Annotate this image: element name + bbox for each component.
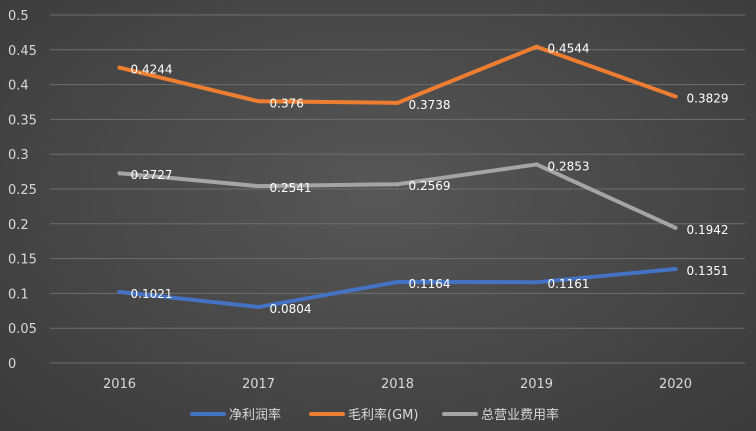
data-labels: 0.1021 0.0804 0.1164 0.1161 0.1351 0.4244 0.37… bbox=[131, 42, 729, 316]
data-label: 0.1021 bbox=[131, 287, 173, 301]
y-tick-label: 0.05 bbox=[8, 322, 37, 337]
data-point bbox=[117, 65, 122, 70]
data-point bbox=[395, 100, 400, 105]
data-label: 0.2853 bbox=[548, 159, 590, 173]
y-tick-label: 0.15 bbox=[8, 253, 37, 268]
y-axis: 0 0.05 0.1 0.15 0.2 0.25 0.3 0.35 0.4 0.45 0.5 bbox=[8, 9, 37, 372]
data-label: 0.4244 bbox=[131, 63, 173, 77]
data-point bbox=[256, 99, 261, 104]
data-label: 0.3738 bbox=[409, 98, 451, 112]
data-point bbox=[395, 182, 400, 187]
legend-label: 总营业费用率 bbox=[481, 407, 559, 423]
data-label: 0.0804 bbox=[270, 302, 312, 316]
x-tick-label: 2019 bbox=[520, 377, 553, 392]
legend: 净利润率 毛利率(GM) 总营业费用率 bbox=[190, 407, 559, 423]
data-point bbox=[673, 94, 678, 99]
y-tick-label: 0.4 bbox=[8, 79, 29, 94]
y-tick-label: 0.45 bbox=[8, 44, 37, 59]
data-label: 0.1164 bbox=[409, 277, 451, 291]
x-axis: 2016 2017 2018 2019 2020 bbox=[103, 377, 692, 392]
data-point bbox=[256, 305, 261, 310]
y-tick-label: 0.5 bbox=[8, 9, 29, 24]
data-point bbox=[117, 171, 122, 176]
data-point bbox=[673, 225, 678, 230]
data-label: 0.1161 bbox=[548, 277, 590, 291]
y-tick-label: 0 bbox=[8, 357, 16, 372]
y-tick-label: 0.35 bbox=[8, 113, 37, 128]
y-tick-label: 0.2 bbox=[8, 218, 29, 233]
series-line bbox=[117, 44, 678, 105]
series-line bbox=[117, 266, 678, 310]
data-point bbox=[534, 280, 539, 285]
series-line bbox=[117, 162, 678, 230]
data-point bbox=[673, 266, 678, 271]
x-tick-label: 2020 bbox=[659, 377, 692, 392]
data-point bbox=[534, 44, 539, 49]
gridlines bbox=[50, 14, 745, 364]
data-label: 0.2569 bbox=[409, 179, 451, 193]
data-label: 0.2541 bbox=[270, 181, 312, 195]
x-tick-label: 2018 bbox=[381, 377, 414, 392]
data-label: 0.1942 bbox=[687, 223, 729, 237]
series-lines bbox=[117, 44, 678, 310]
legend-label: 净利润率 bbox=[229, 407, 281, 423]
y-tick-label: 0.25 bbox=[8, 183, 37, 198]
data-label: 0.3829 bbox=[687, 92, 729, 106]
data-label: 0.1351 bbox=[687, 264, 729, 278]
data-point bbox=[117, 289, 122, 294]
y-tick-label: 0.1 bbox=[8, 287, 29, 302]
data-label: 0.4544 bbox=[548, 42, 590, 56]
data-label: 0.376 bbox=[270, 96, 304, 110]
data-label: 0.2727 bbox=[131, 168, 173, 182]
x-tick-label: 2016 bbox=[103, 377, 136, 392]
data-point bbox=[256, 184, 261, 189]
data-point bbox=[395, 279, 400, 284]
x-tick-label: 2017 bbox=[242, 377, 275, 392]
legend-label: 毛利率(GM) bbox=[348, 407, 418, 423]
y-tick-label: 0.3 bbox=[8, 148, 29, 163]
data-point bbox=[534, 162, 539, 167]
